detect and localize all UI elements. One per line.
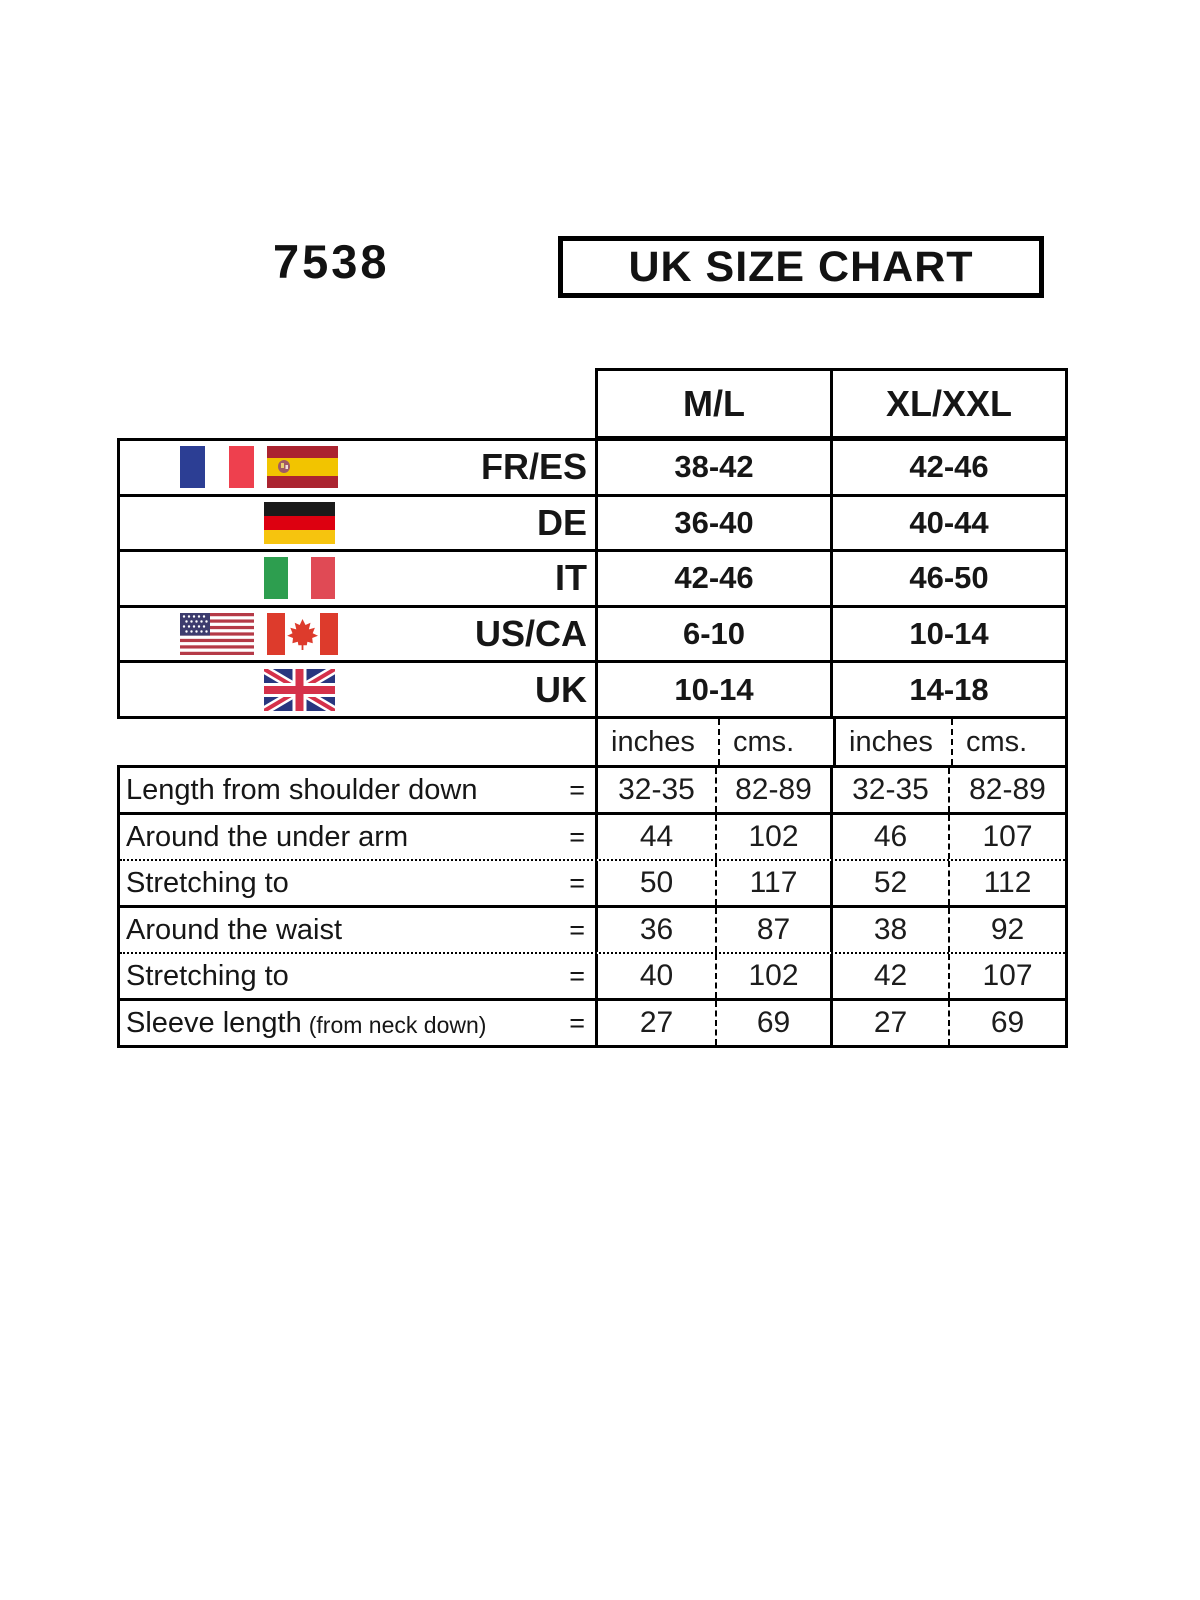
size-value-xlxxl: 10-14 xyxy=(830,607,1065,661)
size-value-ml: 38-42 xyxy=(595,441,830,494)
measurement-value: 50 xyxy=(595,861,715,905)
measurement-value: 52 xyxy=(830,861,948,905)
measurement-label-cell: Around the waist = xyxy=(120,908,595,952)
measurement-value: 112 xyxy=(948,861,1065,905)
size-value-ml: 6-10 xyxy=(595,607,830,661)
measurement-value: 27 xyxy=(830,1001,948,1045)
region-code: IT xyxy=(555,557,587,599)
measurement-label-cell: Stretching to = xyxy=(120,861,595,905)
measurement-label: Around the under arm xyxy=(126,820,409,853)
measurement-label-cell: Length from shoulder down = xyxy=(120,768,595,812)
title-box: UK SIZE CHART xyxy=(558,236,1044,298)
measurement-value: 38 xyxy=(830,908,948,952)
measurement-row-waist-stretch: Stretching to = 40 102 42 107 xyxy=(120,952,1065,998)
region-code: UK xyxy=(535,668,587,710)
measurement-label: Stretching to xyxy=(126,866,289,899)
measurement-value: 36 xyxy=(595,908,715,952)
equals-sign: = xyxy=(569,960,585,991)
measurement-row-sleeve: Sleeve length (from neck down) = 27 69 2… xyxy=(120,998,1065,1045)
measurement-value: 42 xyxy=(830,954,948,998)
size-value-ml: 10-14 xyxy=(595,663,830,716)
unit-header-cms-ml: cms. xyxy=(718,719,833,765)
measurement-label-cell: Stretching to = xyxy=(120,954,595,998)
region-code: FR/ES xyxy=(480,446,587,488)
equals-sign: = xyxy=(569,867,585,898)
region-code: US/CA xyxy=(474,613,587,655)
measurement-value: 44 xyxy=(595,815,715,859)
unit-header-inches-ml: inches xyxy=(611,725,695,758)
equals-sign: = xyxy=(569,774,585,805)
measurement-value: 117 xyxy=(715,861,830,905)
france-flag-icon xyxy=(180,446,254,489)
measurement-value: 27 xyxy=(595,1001,715,1045)
page-title: UK SIZE CHART xyxy=(628,242,974,291)
product-number: 7538 xyxy=(273,235,390,288)
measurement-value: 107 xyxy=(948,954,1065,998)
measurement-label-note: (from neck down) xyxy=(308,1011,487,1038)
measurement-value: 102 xyxy=(715,815,830,859)
table-row-fr-es: FR/ES 38-42 42-46 xyxy=(120,441,1065,497)
size-value-xlxxl: 46-50 xyxy=(830,552,1065,605)
table-row-it: IT 42-46 46-50 xyxy=(120,552,1065,608)
measurement-row-length: Length from shoulder down = 32-35 82-89 … xyxy=(120,768,1065,812)
size-value-xlxxl: 40-44 xyxy=(830,496,1065,550)
measurement-label-cell: Sleeve length (from neck down) = xyxy=(120,1001,595,1045)
units-header-row: inches cms. inches cms. xyxy=(595,719,1068,765)
measurement-value: 69 xyxy=(948,1001,1065,1045)
measurement-value: 46 xyxy=(830,815,948,859)
spain-flag-icon xyxy=(267,446,338,489)
measurement-value: 32-35 xyxy=(830,768,948,812)
measurement-value: 40 xyxy=(595,954,715,998)
measurement-value: 69 xyxy=(715,1001,830,1045)
canada-flag-icon xyxy=(267,613,338,656)
unit-header-cms-xl: cms. xyxy=(951,719,1065,765)
italy-flag-icon xyxy=(264,557,335,600)
size-value-xlxxl: 42-46 xyxy=(830,441,1065,494)
size-value-ml: 36-40 xyxy=(595,496,830,550)
measurement-value: 107 xyxy=(948,815,1065,859)
measurement-label: Stretching to xyxy=(126,959,289,992)
germany-flag-icon xyxy=(264,501,335,544)
region-code: DE xyxy=(536,501,587,543)
size-column-headers: M/L XL/XXL xyxy=(595,368,1068,439)
measurement-value: 82-89 xyxy=(948,768,1065,812)
usa-flag-icon xyxy=(180,613,254,656)
measurement-label: Length from shoulder down xyxy=(126,773,478,806)
measurement-row-underarm-stretch: Stretching to = 50 117 52 112 xyxy=(120,859,1065,905)
region-label-cell: IT xyxy=(120,552,595,605)
unit-header-inches-xl: inches xyxy=(833,719,951,765)
uk-flag-icon xyxy=(264,668,335,711)
measurement-label: Sleeve length xyxy=(126,1006,302,1039)
measurement-value: 32-35 xyxy=(595,768,715,812)
region-label-cell: UK xyxy=(120,663,595,716)
equals-sign: = xyxy=(569,821,585,852)
measurement-value: 87 xyxy=(715,908,830,952)
equals-sign: = xyxy=(569,1007,585,1038)
table-row-uk: UK 10-14 14-18 xyxy=(120,663,1065,716)
column-header-xlxxl: XL/XXL xyxy=(885,382,1013,424)
measurement-value: 92 xyxy=(948,908,1065,952)
equals-sign: = xyxy=(569,914,585,945)
region-label-cell: US/CA xyxy=(120,608,595,661)
measurement-row-waist: Around the waist = 36 87 38 92 xyxy=(120,905,1065,952)
region-size-table: FR/ES 38-42 42-46 DE 36-40 40-44 IT 42- xyxy=(117,438,1068,719)
measurement-label-cell: Around the under arm = xyxy=(120,815,595,859)
column-header-ml: M/L xyxy=(598,371,833,436)
measurement-value: 102 xyxy=(715,954,830,998)
table-row-us-ca: US/CA 6-10 10-14 xyxy=(120,607,1065,664)
size-value-xlxxl: 14-18 xyxy=(830,663,1065,716)
measurement-row-underarm: Around the under arm = 44 102 46 107 xyxy=(120,812,1065,859)
region-label-cell: DE xyxy=(120,497,595,550)
size-value-ml: 42-46 xyxy=(595,552,830,605)
measurements-table: Length from shoulder down = 32-35 82-89 … xyxy=(117,765,1068,1048)
measurement-label: Around the waist xyxy=(126,913,343,946)
region-label-cell: FR/ES xyxy=(120,441,595,494)
measurement-value: 82-89 xyxy=(715,768,830,812)
table-row-de: DE 36-40 40-44 xyxy=(120,496,1065,553)
